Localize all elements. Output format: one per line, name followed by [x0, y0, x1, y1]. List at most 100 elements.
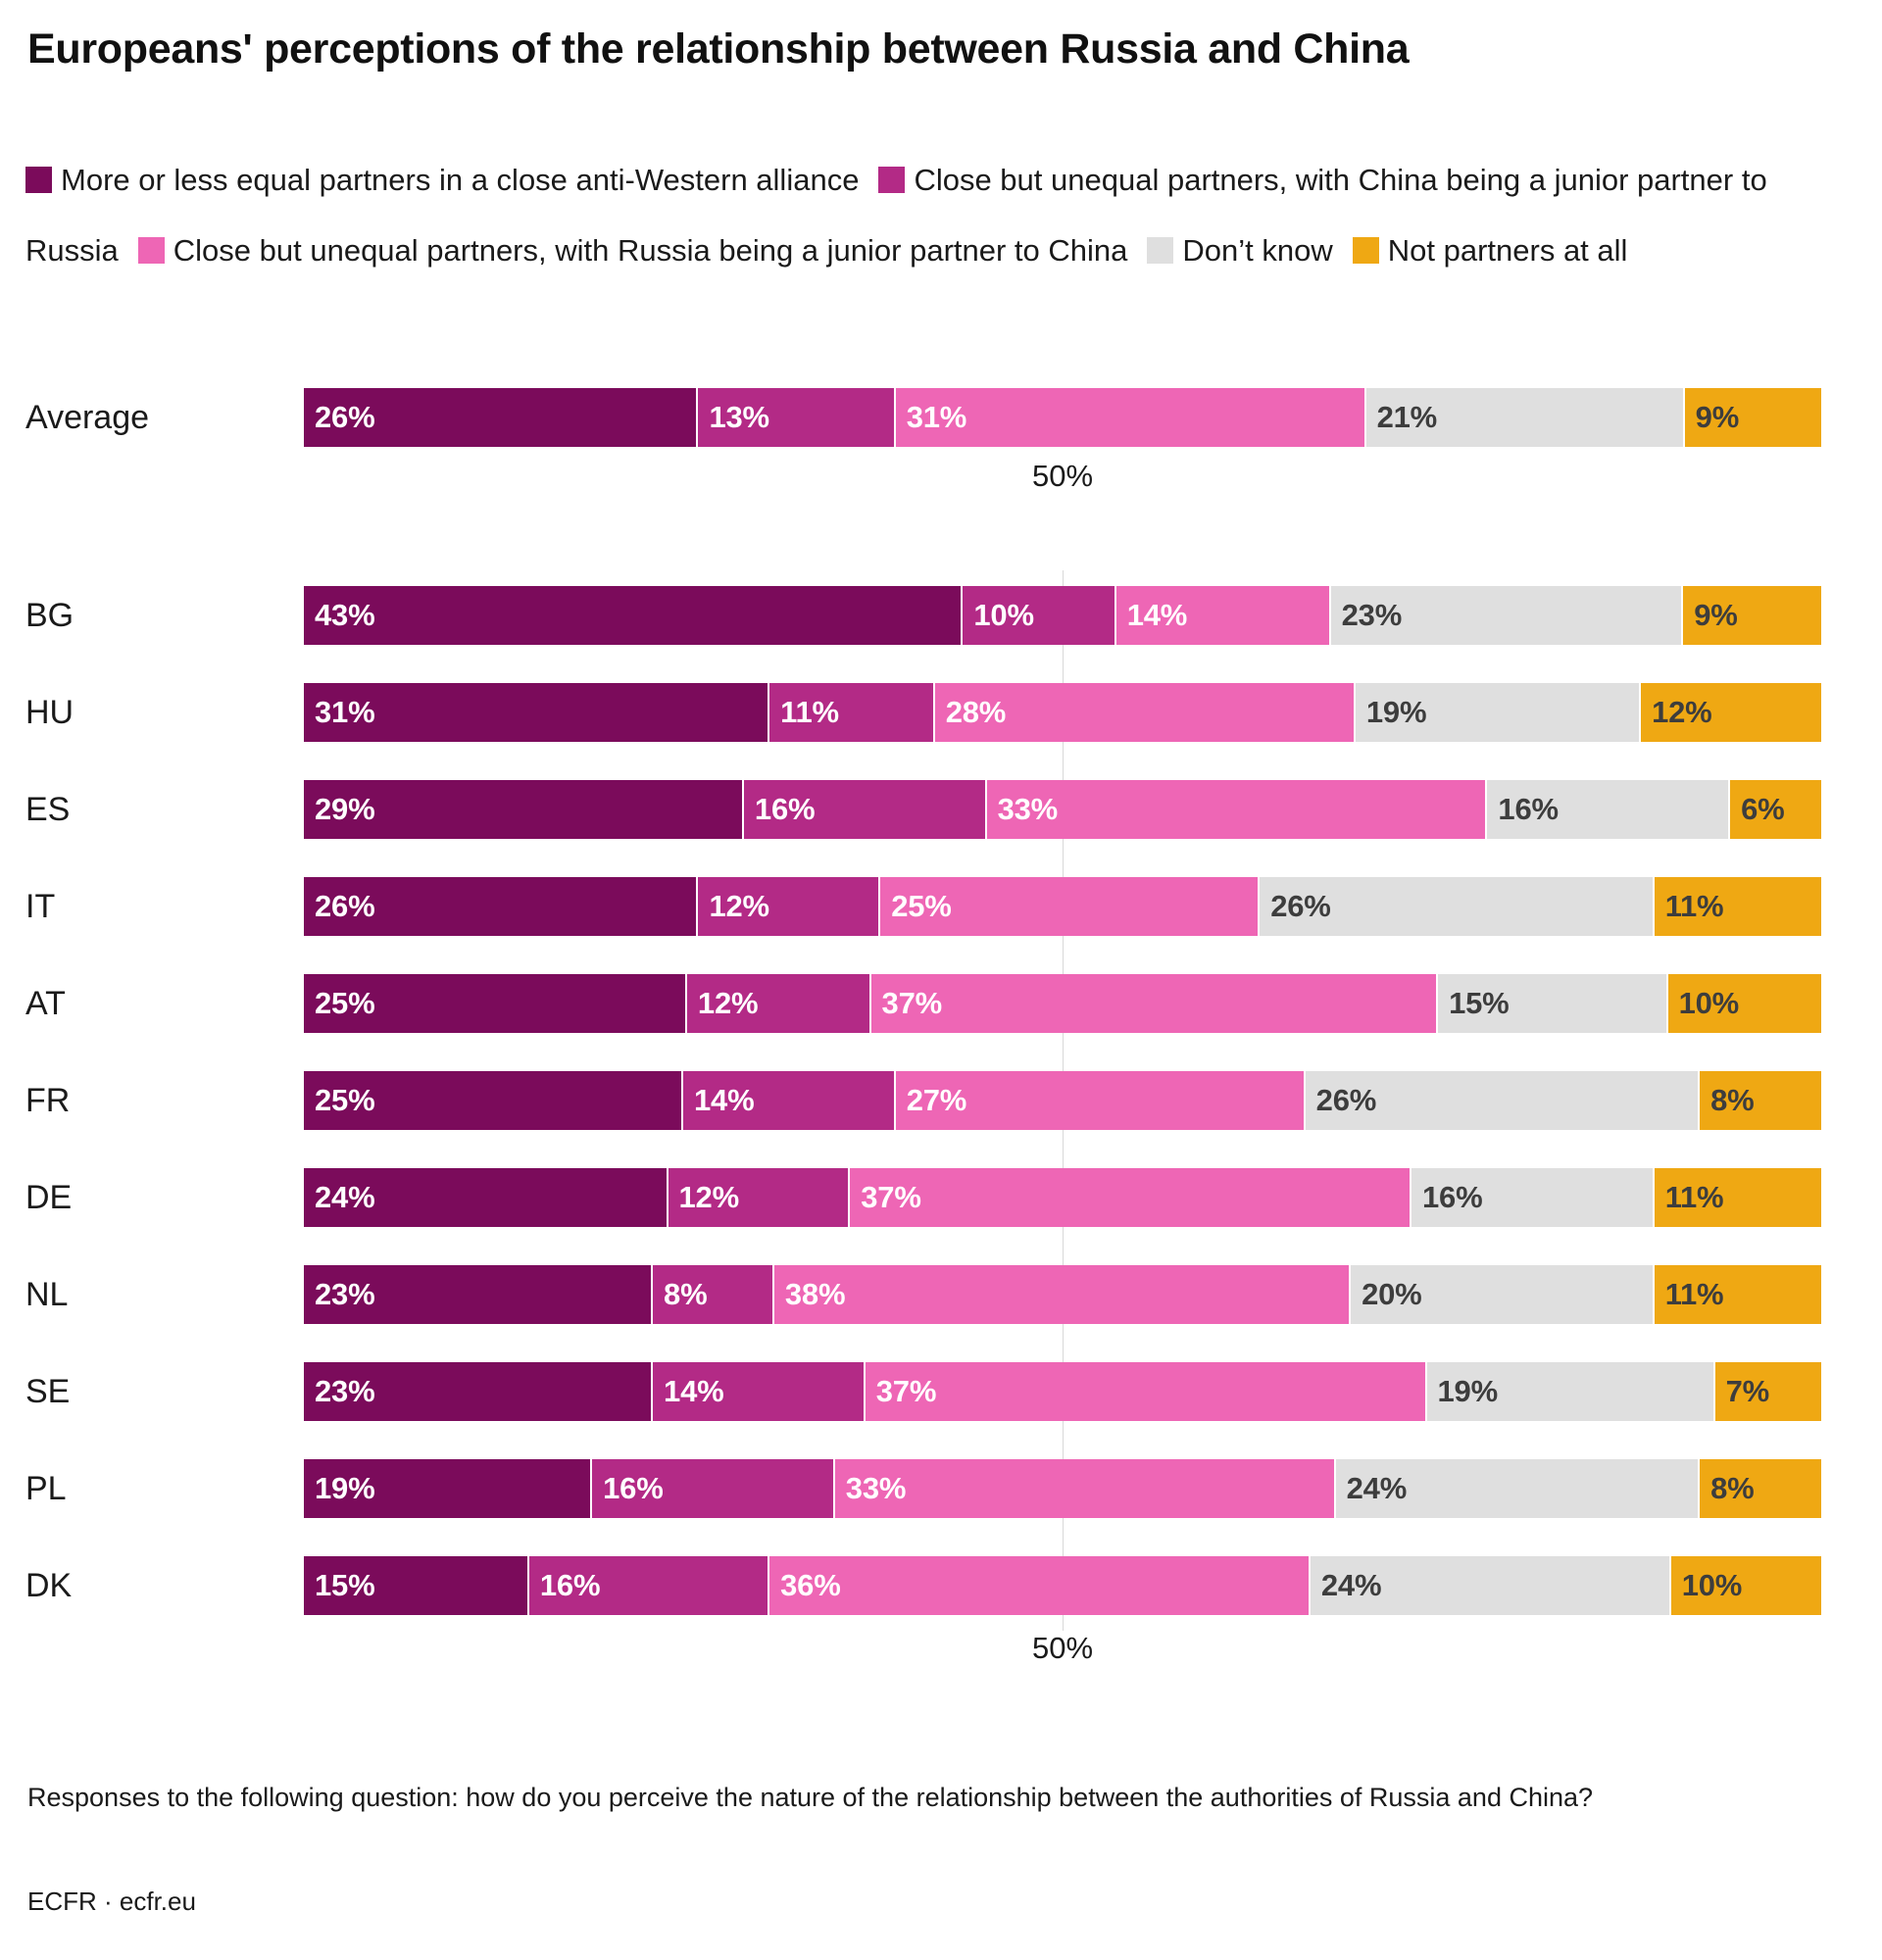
stacked-bar: 25% 14% 27% 26% 8% [304, 1071, 1821, 1130]
bar-segment[interactable]: 24% [1335, 1459, 1701, 1518]
bar-segment[interactable]: 26% [1305, 1071, 1701, 1130]
bar-segment[interactable]: 14% [1115, 586, 1331, 645]
bar-segment-value: 25% [315, 1083, 375, 1117]
bar-segment[interactable]: 16% [743, 780, 987, 839]
bar-segment[interactable]: 11% [1654, 1265, 1821, 1324]
bar-segment-value: 25% [891, 889, 952, 923]
stacked-bar: 24% 12% 37% 16% 11% [304, 1168, 1821, 1227]
chart-row-fr: FR 25% 14% 27% 26% 8% [0, 1071, 1882, 1130]
bar-segment[interactable]: 23% [1330, 586, 1684, 645]
bar-segment[interactable]: 12% [1641, 683, 1821, 742]
bar-segment-value: 38% [784, 1277, 846, 1311]
legend-item[interactable]: Don’t know [1147, 233, 1352, 268]
bar-segment[interactable]: 31% [895, 388, 1366, 447]
bar-segment[interactable]: 8% [653, 1265, 774, 1324]
bar-segment[interactable]: 14% [683, 1071, 896, 1130]
bar-segment-value: 15% [1449, 986, 1510, 1020]
bar-segment[interactable]: 27% [895, 1071, 1306, 1130]
row-label: FR [25, 1082, 71, 1119]
axis-tick-label-top: 50% [1031, 459, 1094, 493]
bar-segment[interactable]: 29% [304, 780, 744, 839]
chart-row-de: DE 24% 12% 37% 16% 11% [0, 1168, 1882, 1227]
legend-item-label: Close but unequal partners, with Russia … [173, 233, 1128, 268]
bar-segment[interactable]: 12% [698, 877, 881, 936]
bar-segment-value: 37% [861, 1180, 921, 1214]
bar-segment[interactable]: 26% [1260, 877, 1655, 936]
bar-segment-value: 24% [1320, 1568, 1382, 1602]
bar-segment[interactable]: 36% [769, 1556, 1311, 1615]
stacked-bar: 23% 8% 38% 20% 11% [304, 1265, 1821, 1324]
bar-segment[interactable]: 25% [304, 974, 687, 1033]
legend-item[interactable]: Close but unequal partners, with China b… [25, 163, 1767, 268]
bar-segment[interactable]: 31% [304, 683, 770, 742]
bar-segment[interactable]: 24% [304, 1168, 669, 1227]
bar-segment-value: 28% [945, 695, 1007, 729]
bar-segment[interactable]: 12% [686, 974, 871, 1033]
bar-segment-value: 37% [875, 1374, 937, 1408]
bar-segment[interactable]: 20% [1351, 1265, 1655, 1324]
bar-segment[interactable]: 19% [1426, 1362, 1715, 1421]
bar-segment[interactable]: 7% [1714, 1362, 1821, 1421]
legend-swatch-icon [1147, 237, 1174, 264]
legend-item-label: Don’t know [1182, 233, 1333, 268]
bar-segment-value: 43% [315, 598, 375, 632]
bar-segment[interactable]: 9% [1684, 388, 1821, 447]
legend-item[interactable]: Close but unequal partners, with Russia … [137, 233, 1148, 268]
bar-segment[interactable]: 16% [1487, 780, 1731, 839]
bar-segment[interactable]: 28% [934, 683, 1356, 742]
bar-segment-value: 23% [315, 1374, 375, 1408]
legend-item[interactable]: More or less equal partners in a close a… [25, 163, 878, 197]
bar-segment-value: 11% [780, 695, 839, 729]
bar-segment[interactable]: 19% [1355, 683, 1642, 742]
bar-segment[interactable]: 43% [304, 586, 964, 645]
bar-segment[interactable]: 14% [653, 1362, 866, 1421]
bar-segment[interactable]: 23% [304, 1362, 654, 1421]
bar-segment[interactable]: 37% [870, 974, 1439, 1033]
bar-segment[interactable]: 26% [304, 877, 699, 936]
bar-segment[interactable]: 10% [963, 586, 1116, 645]
bar-segment[interactable]: 37% [865, 1362, 1427, 1421]
bar-segment[interactable]: 10% [1670, 1556, 1821, 1615]
bar-segment[interactable]: 24% [1310, 1556, 1671, 1615]
bar-segment-value: 8% [1710, 1471, 1755, 1505]
bar-segment[interactable]: 16% [592, 1459, 835, 1518]
bar-segment-value: 9% [1694, 598, 1738, 632]
legend-swatch-icon [137, 237, 165, 264]
bar-segment[interactable]: 15% [304, 1556, 529, 1615]
bar-segment-value: 11% [1664, 889, 1724, 923]
bar-segment[interactable]: 10% [1667, 974, 1821, 1033]
legend-item-label: More or less equal partners in a close a… [61, 163, 860, 197]
bar-segment[interactable]: 33% [834, 1459, 1336, 1518]
bar-segment[interactable]: 11% [1654, 1168, 1821, 1227]
bar-segment[interactable]: 38% [773, 1265, 1352, 1324]
bar-segment[interactable]: 16% [1412, 1168, 1655, 1227]
bar-segment[interactable]: 13% [698, 388, 896, 447]
bar-segment[interactable]: 6% [1730, 780, 1821, 839]
bar-segment[interactable]: 11% [1654, 877, 1821, 936]
bar-segment[interactable]: 19% [304, 1459, 593, 1518]
bar-segment-value: 16% [1422, 1180, 1483, 1214]
legend-swatch-icon [1352, 237, 1379, 264]
bar-segment[interactable]: 26% [304, 388, 699, 447]
bar-segment[interactable]: 25% [304, 1071, 683, 1130]
bar-segment[interactable]: 33% [986, 780, 1488, 839]
bar-segment[interactable]: 9% [1683, 586, 1821, 645]
bar-segment[interactable]: 37% [850, 1168, 1412, 1227]
bar-segment[interactable]: 12% [668, 1168, 851, 1227]
bar-segment-value: 12% [1652, 695, 1712, 729]
bar-segment[interactable]: 16% [528, 1556, 770, 1615]
bar-segment-value: 26% [315, 400, 375, 434]
bar-segment-value: 14% [694, 1083, 755, 1117]
legend-item[interactable]: Not partners at all [1352, 233, 1648, 268]
bar-segment-value: 36% [780, 1568, 841, 1602]
bar-segment[interactable]: 23% [304, 1265, 654, 1324]
bar-segment[interactable]: 25% [880, 877, 1261, 936]
bar-segment[interactable]: 11% [769, 683, 935, 742]
bar-segment[interactable]: 8% [1700, 1459, 1821, 1518]
bar-segment[interactable]: 8% [1700, 1071, 1821, 1130]
chart-footnote: Responses to the following question: how… [27, 1783, 1594, 1812]
bar-segment[interactable]: 15% [1438, 974, 1668, 1033]
bar-segment-value: 13% [709, 400, 769, 434]
bar-segment[interactable]: 21% [1365, 388, 1685, 447]
